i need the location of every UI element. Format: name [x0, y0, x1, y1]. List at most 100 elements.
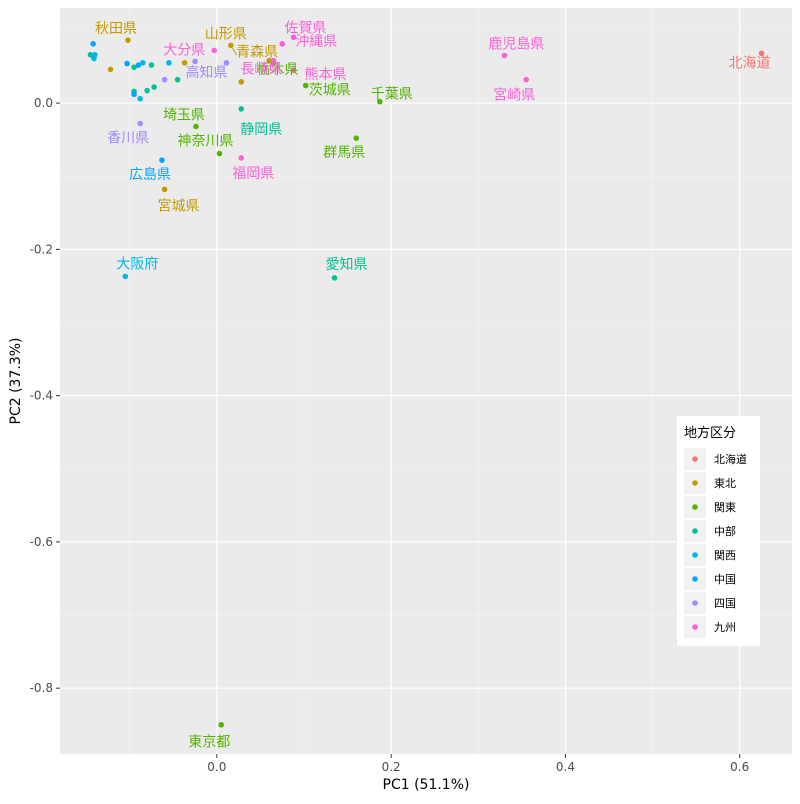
legend-label: 関東 — [714, 501, 736, 514]
legend-label: 関西 — [714, 549, 736, 562]
scatter-point — [238, 106, 245, 112]
scatter-point — [216, 150, 223, 157]
scatter-point — [218, 721, 225, 728]
scatter-point — [107, 66, 114, 73]
scatter-point — [139, 60, 146, 66]
legend-label: 中部 — [714, 524, 736, 538]
scatter-point — [523, 76, 530, 83]
scatter-point — [122, 273, 129, 280]
point-label: 香川県 — [107, 131, 149, 147]
scatter-point — [238, 79, 245, 85]
point-label: 宮城県 — [158, 198, 200, 214]
scatter-point — [266, 57, 272, 64]
scatter-point — [124, 60, 130, 67]
scatter-point — [131, 91, 137, 98]
y-tick-label: -0.2 — [30, 242, 53, 256]
scatter-point — [135, 62, 142, 68]
scatter-point — [125, 37, 131, 43]
point-label: 大阪府 — [116, 256, 158, 272]
legend-label: 九州 — [714, 621, 736, 634]
point-label: 青森県 — [236, 45, 278, 61]
scatter-point — [151, 84, 157, 90]
point-label: 茨城県 — [309, 83, 351, 99]
legend-key-point — [692, 576, 698, 582]
point-label: 高知県 — [185, 64, 227, 81]
scatter-point — [377, 98, 383, 105]
scatter-point — [174, 76, 181, 83]
scatter-point — [223, 60, 230, 66]
point-label: 山形県 — [205, 26, 247, 42]
scatter-point — [331, 275, 338, 281]
legend-title: 地方区分 — [684, 425, 736, 441]
y-tick-label: 0.0 — [34, 96, 53, 110]
scatter-point — [192, 58, 198, 65]
point-label: 神奈川県 — [177, 134, 233, 150]
scatter-point — [137, 120, 143, 127]
scatter-point — [290, 34, 297, 41]
point-label: 愛知県 — [326, 256, 368, 273]
legend-label: 北海道 — [714, 452, 747, 466]
scatter-point — [270, 57, 277, 64]
point-label: 埼玉県 — [163, 107, 205, 123]
scatter-point — [87, 52, 94, 58]
y-tick-label: -0.6 — [30, 535, 53, 549]
y-axis-title: PC2 (37.3%) — [8, 338, 24, 425]
point-label: 宮崎県 — [493, 88, 535, 104]
point-label: 栃木県 — [257, 62, 299, 78]
x-tick-label: 0.0 — [207, 760, 226, 774]
point-label: 千葉県 — [371, 87, 413, 103]
scatter-point — [181, 60, 188, 66]
point-label: 佐賀県 — [285, 20, 327, 36]
legend-label: 東北 — [714, 477, 736, 490]
point-label: 長崎県 — [241, 62, 283, 78]
legend-key-point — [692, 456, 698, 462]
scatter-point — [758, 50, 765, 57]
legend-key-point — [692, 552, 698, 558]
scatter-point — [159, 157, 165, 163]
y-tick-label: -0.4 — [30, 389, 53, 403]
scatter-point — [353, 135, 360, 141]
point-label: 北海道 — [729, 55, 771, 71]
scatter-point — [161, 76, 168, 83]
legend-label: 四国 — [714, 597, 736, 610]
scatter-point — [211, 47, 218, 54]
x-tick-label: 0.4 — [556, 760, 575, 774]
point-label: 静岡県 — [240, 122, 282, 138]
scatter-point — [166, 60, 172, 66]
scatter-point — [148, 62, 155, 68]
label-leader-line — [230, 45, 238, 56]
scatter-point — [92, 52, 98, 58]
legend-key-point — [692, 600, 698, 606]
legend-key-point — [692, 504, 698, 510]
point-label: 福岡県 — [232, 166, 274, 182]
scatter-point — [90, 41, 96, 47]
scatter-point — [290, 67, 297, 73]
point-label: 群馬県 — [323, 145, 365, 161]
scatter-point — [279, 41, 286, 47]
point-label: 沖縄県 — [295, 34, 337, 50]
x-axis-title: PC1 (51.1%) — [383, 777, 470, 793]
scatter-point — [144, 87, 150, 94]
point-label: 大分県 — [163, 42, 205, 58]
scatter-point — [501, 52, 508, 59]
legend-key-point — [692, 624, 698, 630]
scatter-point — [302, 82, 309, 89]
legend-key-point — [692, 528, 698, 534]
scatter-point — [193, 123, 199, 130]
scatter-point — [137, 95, 143, 102]
plot-panel — [60, 8, 792, 754]
point-label: 秋田県 — [95, 21, 137, 37]
legend-key-point — [692, 480, 698, 486]
x-tick-label: 0.2 — [382, 760, 401, 774]
x-tick-label: 0.6 — [730, 760, 749, 774]
point-label: 鹿児島県 — [488, 36, 544, 53]
point-label: 熊本県 — [305, 67, 347, 83]
legend-label: 中国 — [714, 573, 736, 586]
scatter-point — [131, 64, 137, 71]
scatter-point — [161, 186, 168, 193]
point-label: 広島県 — [129, 167, 171, 183]
y-tick-label: -0.8 — [30, 681, 53, 695]
point-label: 東京都 — [188, 735, 230, 751]
